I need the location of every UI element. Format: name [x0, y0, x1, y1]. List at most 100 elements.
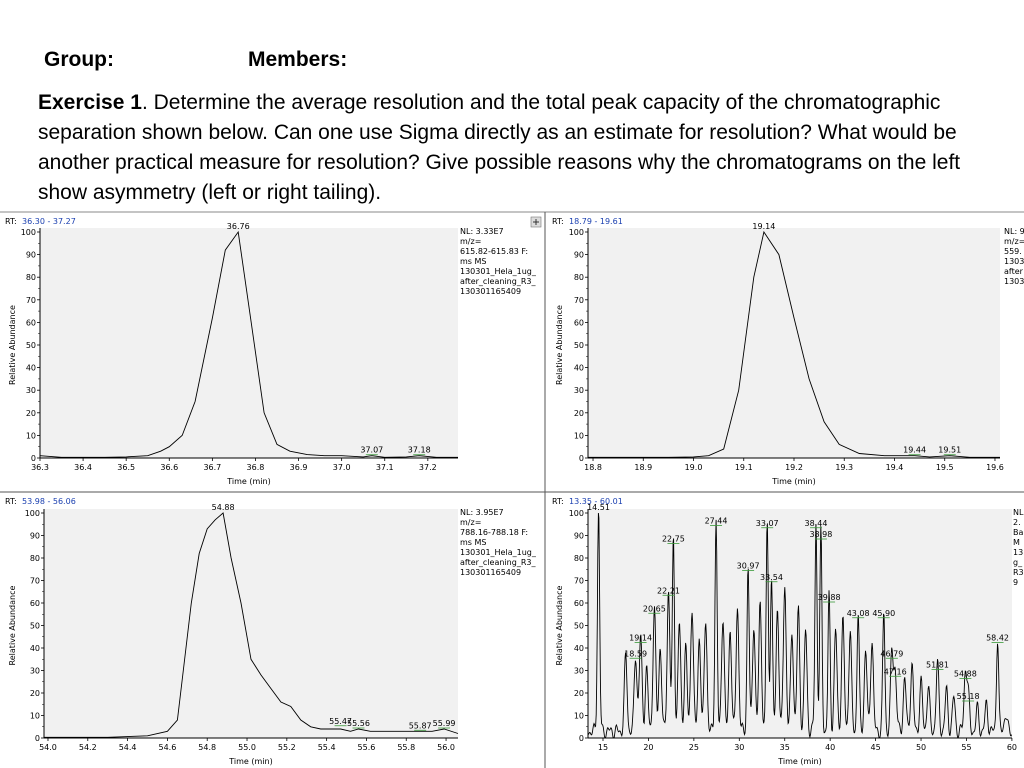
rt-label: RT:	[5, 497, 17, 506]
x-axis-label: Time (min)	[228, 757, 272, 766]
x-tick-label: 19.5	[936, 463, 954, 472]
y-axis-label: Relative Abundance	[555, 305, 564, 385]
x-tick-label: 37.2	[419, 463, 437, 472]
y-tick-label: 40	[574, 644, 584, 653]
y-tick-label: 30	[30, 667, 40, 676]
x-tick-label: 54.0	[39, 743, 57, 752]
peak-label: 55.87	[409, 721, 432, 730]
y-tick-label: 50	[574, 622, 584, 631]
x-tick-label: 37.0	[333, 463, 351, 472]
y-axis-label: Relative Abundance	[8, 585, 17, 665]
peak-label: 51.81	[926, 661, 949, 670]
y-tick-label: 50	[574, 341, 584, 350]
info-line: 130301165409	[460, 287, 521, 296]
info-line: m/z=	[460, 237, 481, 246]
y-tick-label: 90	[30, 532, 40, 541]
exercise-body: . Determine the average resolution and t…	[38, 91, 961, 204]
x-tick-label: 54.8	[198, 743, 216, 752]
y-tick-label: 20	[574, 689, 584, 698]
x-tick-label: 15	[598, 743, 608, 752]
peak-label: 47.16	[884, 667, 907, 676]
peak-label: 18.59	[624, 649, 647, 658]
rt-range: 13.35 - 60.01	[569, 497, 623, 506]
y-tick-label: 30	[574, 386, 584, 395]
plot-area	[40, 228, 458, 458]
peak-label: 38.44	[805, 519, 828, 528]
info-line: after_cleaning_R3_	[460, 277, 536, 286]
peak-label: 55.47	[329, 717, 352, 726]
y-tick-label: 40	[26, 364, 36, 373]
peak-label: 55.99	[433, 719, 456, 728]
x-tick-label: 60	[1007, 743, 1017, 752]
info-line: 130301_Hela_1ug_	[460, 548, 537, 557]
y-tick-label: 100	[569, 509, 584, 518]
y-tick-label: 0	[579, 454, 584, 463]
x-tick-label: 37.1	[376, 463, 394, 472]
y-tick-label: 100	[25, 509, 40, 518]
y-tick-label: 0	[579, 734, 584, 743]
peak-label: 55.18	[957, 692, 980, 701]
x-tick-label: 55.8	[397, 743, 415, 752]
peak-label: 19.14	[752, 222, 775, 231]
y-tick-label: 10	[574, 431, 584, 440]
x-axis-label: Time (min)	[771, 477, 815, 486]
y-tick-label: 70	[574, 296, 584, 305]
rt-range: 53.98 - 56.06	[22, 497, 76, 506]
info-line: 9	[1013, 578, 1018, 587]
y-tick-label: 20	[30, 689, 40, 698]
y-tick-label: 90	[26, 251, 36, 260]
peak-label: 27.44	[705, 517, 728, 526]
peak-label: 38.98	[809, 530, 832, 539]
peak-label: 37.07	[360, 446, 383, 455]
y-tick-label: 10	[574, 712, 584, 721]
info-line: R3	[1013, 568, 1024, 577]
info-line: after	[1004, 267, 1024, 276]
x-tick-label: 45	[871, 743, 881, 752]
peak-label: 33.54	[760, 573, 783, 582]
info-line: 1303	[1004, 257, 1024, 266]
peak-label: 46.79	[880, 649, 903, 658]
peak-label: 19.44	[903, 446, 926, 455]
peak-label: 55.56	[347, 719, 370, 728]
y-tick-label: 40	[574, 364, 584, 373]
y-tick-label: 80	[574, 273, 584, 282]
x-tick-label: 36.4	[74, 463, 92, 472]
x-tick-label: 54.2	[79, 743, 97, 752]
info-line: after_cleaning_R3_	[460, 558, 536, 567]
peak-label: 19.51	[938, 446, 961, 455]
info-line: NL: 9	[1004, 227, 1024, 236]
x-tick-label: 19.4	[886, 463, 904, 472]
y-axis-label: Relative Abundance	[8, 305, 17, 385]
x-tick-label: 36.5	[117, 463, 135, 472]
x-tick-label: 36.8	[247, 463, 265, 472]
y-tick-label: 70	[30, 577, 40, 586]
info-line: m/z=	[460, 518, 481, 527]
exercise-title: Exercise 1	[38, 91, 142, 114]
x-tick-label: 19.2	[785, 463, 803, 472]
peak-label: 58.42	[986, 634, 1009, 643]
x-tick-label: 36.7	[203, 463, 221, 472]
x-tick-label: 55.4	[318, 743, 336, 752]
info-line: NL: 3.33E7	[460, 227, 504, 236]
x-tick-label: 35	[780, 743, 790, 752]
y-tick-label: 100	[569, 228, 584, 237]
plot-area	[588, 228, 1000, 458]
x-tick-label: 19.6	[986, 463, 1004, 472]
info-line: 130301_Hela_1ug_	[460, 267, 537, 276]
y-tick-label: 60	[574, 318, 584, 327]
y-tick-label: 80	[30, 554, 40, 563]
y-axis-label: Relative Abundance	[555, 585, 564, 665]
x-tick-label: 40	[825, 743, 835, 752]
y-tick-label: 60	[26, 318, 36, 327]
chromatogram-trace	[39, 230, 458, 458]
x-tick-label: 50	[916, 743, 926, 752]
x-tick-label: 30	[734, 743, 744, 752]
x-tick-label: 18.9	[634, 463, 652, 472]
x-tick-label: 36.3	[31, 463, 49, 472]
y-tick-label: 30	[574, 667, 584, 676]
rt-range: 18.79 - 19.61	[569, 217, 623, 226]
info-line: M	[1013, 538, 1020, 547]
plot-area	[588, 509, 1012, 738]
x-tick-label: 25	[689, 743, 699, 752]
info-line: NL	[1013, 508, 1024, 517]
